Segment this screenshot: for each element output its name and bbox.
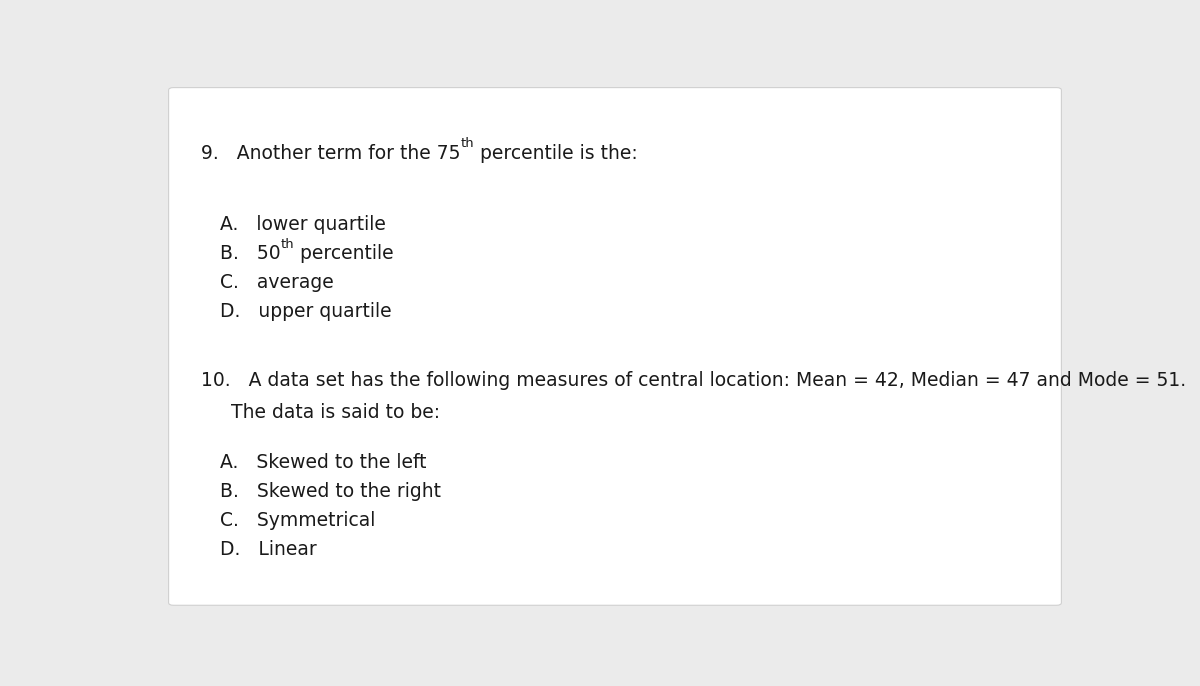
- Text: A.   Skewed to the left: A. Skewed to the left: [220, 453, 426, 472]
- Text: D.   upper quartile: D. upper quartile: [220, 303, 391, 321]
- Text: C.   average: C. average: [220, 273, 334, 292]
- Text: D.   Linear: D. Linear: [220, 540, 317, 559]
- Text: B.   Skewed to the right: B. Skewed to the right: [220, 482, 440, 501]
- Text: th: th: [281, 237, 294, 250]
- Text: The data is said to be:: The data is said to be:: [230, 403, 440, 422]
- Text: percentile is the:: percentile is the:: [474, 144, 638, 163]
- Text: 10.   A data set has the following measures of central location: Mean = 42, Medi: 10. A data set has the following measure…: [202, 371, 1187, 390]
- FancyBboxPatch shape: [168, 88, 1062, 605]
- Text: C.   Symmetrical: C. Symmetrical: [220, 511, 376, 530]
- Text: th: th: [461, 137, 474, 150]
- Text: 9.   Another term for the 75: 9. Another term for the 75: [202, 144, 461, 163]
- Text: A.   lower quartile: A. lower quartile: [220, 215, 385, 234]
- Text: B.   50: B. 50: [220, 244, 281, 263]
- Text: percentile: percentile: [294, 244, 394, 263]
